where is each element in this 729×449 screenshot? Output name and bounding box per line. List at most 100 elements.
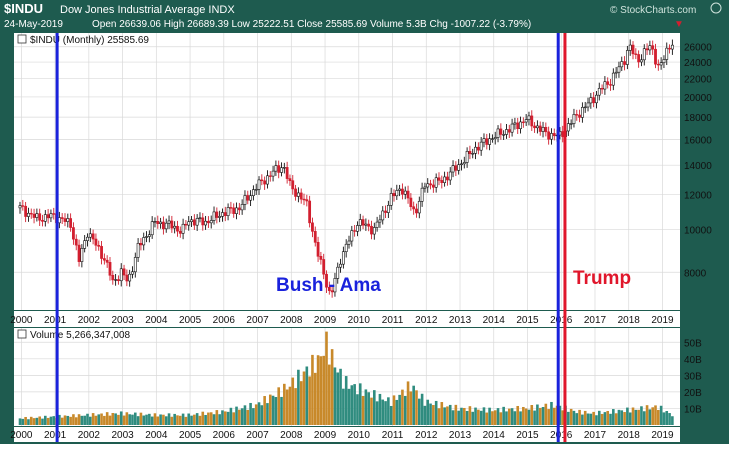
price-candle [395, 190, 399, 197]
price-candle [448, 171, 452, 181]
volume-bar [167, 413, 171, 425]
volume-bar [558, 405, 562, 425]
volume-bar [401, 389, 404, 425]
volume-bar [254, 404, 258, 425]
volume-bar [465, 410, 469, 425]
volume-bar [32, 418, 36, 425]
price-candle [63, 218, 67, 222]
volume-bar [451, 410, 455, 425]
price-candle [488, 138, 491, 145]
price-y-tick-label: 24000 [684, 58, 712, 69]
price-candle [311, 222, 314, 232]
volume-bar [201, 411, 205, 425]
price-x-tick-label: 2001 [44, 315, 67, 326]
volume-bar [353, 384, 356, 425]
price-candle [656, 63, 660, 66]
price-candle [367, 223, 371, 227]
price-panel [14, 33, 680, 310]
volume-x-tick-label: 2017 [584, 430, 607, 441]
volume-bar [18, 418, 22, 425]
volume-bar [536, 404, 539, 425]
price-candle [305, 199, 309, 202]
volume-bar [659, 405, 663, 425]
price-candle [530, 115, 534, 127]
volume-bar [668, 413, 671, 425]
price-candle [27, 212, 30, 217]
price-x-tick-label: 2008 [280, 315, 303, 326]
price-candle [145, 236, 148, 238]
price-candle [386, 205, 390, 213]
price-candle [243, 195, 247, 205]
price-x-tick-label: 2005 [179, 315, 202, 326]
volume-bar [623, 412, 626, 425]
price-candle [38, 213, 42, 221]
price-candle [170, 220, 174, 229]
price-candle [77, 244, 81, 262]
volume-bar [671, 416, 674, 425]
price-candle [133, 257, 137, 273]
volume-x-tick-label: 2008 [280, 430, 303, 441]
volume-bar [538, 407, 542, 425]
volume-bar [103, 415, 106, 425]
price-candle [640, 59, 643, 63]
volume-bar [614, 413, 618, 425]
volume-bar [620, 410, 624, 425]
volume-bar [60, 417, 64, 425]
price-candle [468, 151, 472, 155]
volume-bar [207, 412, 210, 425]
volume-x-axis-band [14, 427, 680, 442]
price-candle [316, 242, 320, 257]
volume-bar [491, 411, 494, 425]
price-y-tick-label: 22000 [684, 75, 712, 86]
price-candle [344, 243, 348, 252]
volume-bar [597, 410, 601, 425]
price-candle [482, 138, 486, 143]
volume-bar [395, 399, 399, 425]
volume-bar [173, 413, 176, 425]
price-candle [192, 219, 196, 226]
price-candle [49, 213, 53, 219]
volume-bar [283, 383, 286, 425]
price-candle [620, 61, 624, 68]
price-candle [665, 47, 669, 60]
legend-candle-icon [17, 34, 27, 44]
volume-bar [252, 408, 255, 425]
volume-y-tick-label: 20B [684, 388, 702, 399]
price-candle [364, 223, 368, 226]
price-candle [446, 176, 449, 181]
volume-bar [648, 409, 652, 425]
price-candle [204, 220, 207, 226]
volume-bar [581, 414, 584, 425]
price-y-tick-label: 10000 [684, 226, 712, 237]
price-x-tick-label: 2006 [213, 315, 236, 326]
volume-bar [125, 412, 129, 425]
price-y-tick-label: 12000 [684, 191, 712, 202]
price-x-tick-label: 2011 [382, 315, 404, 326]
price-y-tick-label: 18000 [684, 113, 712, 124]
volume-bar [156, 416, 160, 425]
volume-bar [358, 383, 362, 425]
price-candle [41, 219, 44, 222]
volume-bar [592, 411, 595, 425]
price-candle [198, 217, 202, 219]
volume-bar [474, 407, 477, 425]
settings-icon[interactable] [710, 2, 722, 14]
price-candle [479, 141, 483, 151]
change-down-icon: ▼ [674, 19, 684, 30]
price-candle [86, 236, 89, 241]
volume-bar [77, 414, 81, 425]
price-candle [412, 206, 416, 210]
volume-bar [505, 411, 508, 425]
price-candle [333, 278, 337, 293]
price-candle [232, 207, 236, 214]
price-candle [254, 189, 258, 191]
legend-volume-icon [17, 329, 27, 339]
volume-bar [328, 364, 331, 425]
volume-bar [637, 409, 640, 425]
volume-bar [80, 415, 84, 425]
volume-bar [105, 412, 109, 425]
price-candle [420, 187, 424, 202]
price-candle [474, 146, 477, 154]
volume-bar [305, 366, 309, 425]
volume-bar [52, 416, 56, 425]
